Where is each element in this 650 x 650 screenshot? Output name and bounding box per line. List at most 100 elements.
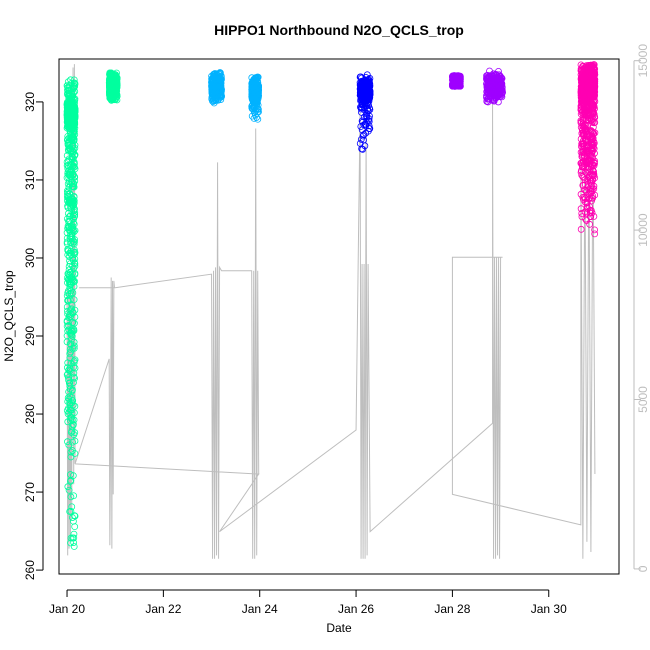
data-point <box>68 335 75 343</box>
data-point <box>586 220 594 228</box>
right-y-tick-label: 15000 <box>636 44 650 78</box>
data-point <box>580 80 588 88</box>
data-point <box>71 248 79 256</box>
data-point <box>254 73 262 81</box>
data-point <box>71 213 79 220</box>
data-point <box>66 364 74 372</box>
n2o-points-layer <box>63 61 599 550</box>
x-tick-label: Jan 20 <box>49 602 85 616</box>
data-point <box>483 97 491 105</box>
data-point <box>585 160 593 168</box>
x-tick-label: Jan 30 <box>531 602 567 616</box>
data-point <box>70 85 77 92</box>
data-point <box>63 82 71 90</box>
data-point <box>586 132 593 139</box>
data-point <box>68 423 76 431</box>
data-point <box>578 97 586 105</box>
data-point <box>66 350 74 358</box>
data-point <box>578 167 585 174</box>
data-point <box>70 219 77 227</box>
data-point <box>581 181 589 189</box>
altitude-line <box>66 64 596 559</box>
data-point <box>70 416 78 424</box>
data-point <box>590 61 598 69</box>
data-point <box>251 111 259 119</box>
data-point <box>63 274 71 282</box>
data-point <box>357 105 365 113</box>
data-point <box>491 72 499 80</box>
data-point <box>585 195 593 203</box>
data-point <box>67 359 75 367</box>
data-point <box>213 75 221 83</box>
data-point <box>69 211 77 219</box>
data-point <box>249 96 257 103</box>
data-point <box>583 188 590 196</box>
data-point <box>63 240 71 248</box>
data-point <box>588 194 596 202</box>
data-point <box>361 104 369 112</box>
data-point <box>68 399 76 407</box>
data-point <box>250 91 257 99</box>
data-point <box>70 113 78 121</box>
data-point <box>250 114 258 122</box>
data-point <box>366 90 374 98</box>
y-tick-label: 320 <box>23 92 37 112</box>
data-point <box>217 88 225 96</box>
data-point <box>254 87 261 94</box>
data-point <box>216 93 224 101</box>
data-point <box>68 234 75 241</box>
data-point <box>210 97 218 104</box>
data-point <box>577 205 585 213</box>
y-tick-label: 260 <box>23 560 37 580</box>
data-point <box>452 74 460 81</box>
y-axis: 260 270 280 290 300 310 320 <box>23 92 44 580</box>
data-point <box>579 115 587 123</box>
data-point <box>70 89 77 97</box>
data-point <box>68 167 76 175</box>
data-point <box>495 82 503 90</box>
data-point <box>362 86 370 94</box>
data-point <box>64 247 72 254</box>
data-point <box>358 145 366 153</box>
y-tick-label: 290 <box>23 326 37 346</box>
data-point <box>250 96 258 104</box>
data-point <box>69 256 77 264</box>
data-point <box>112 76 120 84</box>
data-point <box>63 215 71 223</box>
data-point <box>449 81 456 89</box>
data-point <box>67 312 75 320</box>
data-point <box>66 508 74 515</box>
data-point <box>250 87 258 94</box>
data-point <box>67 331 75 339</box>
data-point <box>67 453 75 461</box>
data-point <box>70 379 77 386</box>
data-point <box>492 70 500 78</box>
data-point <box>66 212 73 220</box>
data-point <box>365 115 373 123</box>
data-point <box>578 140 586 148</box>
data-point <box>358 104 366 112</box>
data-point <box>64 110 72 117</box>
data-point <box>64 132 72 140</box>
data-point <box>254 115 262 123</box>
data-point <box>588 84 596 91</box>
data-point <box>585 148 593 156</box>
data-point <box>366 125 374 132</box>
data-point <box>70 539 78 546</box>
data-point <box>577 225 585 233</box>
data-point <box>67 99 75 107</box>
data-point <box>109 81 116 89</box>
data-point <box>67 477 74 485</box>
data-point <box>66 340 74 348</box>
chart-title: HIPPO1 Northbound N2O_QCLS_trop <box>214 22 464 38</box>
y-tick-label: 270 <box>23 482 37 502</box>
data-point <box>362 82 370 89</box>
data-point <box>64 483 72 491</box>
data-point <box>65 118 73 126</box>
data-point <box>70 246 78 254</box>
data-point <box>591 230 599 238</box>
data-point <box>71 209 79 216</box>
data-point <box>356 79 364 86</box>
data-point <box>69 319 76 327</box>
